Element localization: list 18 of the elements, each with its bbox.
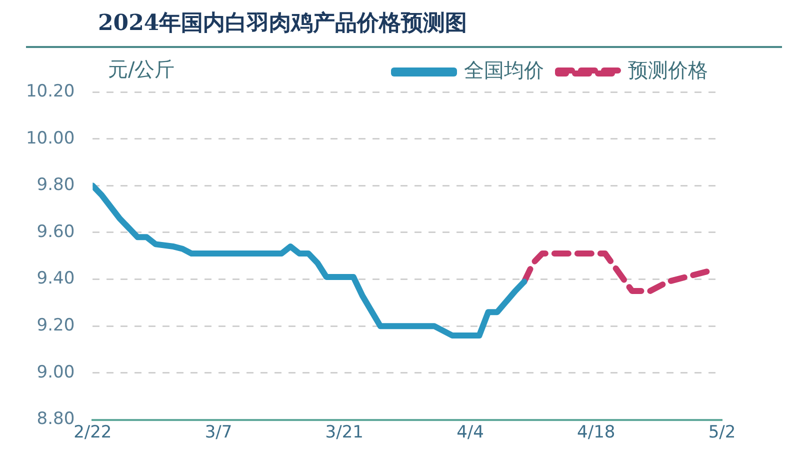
x-tick-label: 2/22 bbox=[74, 422, 112, 442]
y-tick-label: 10.20 bbox=[26, 81, 75, 102]
x-tick-label: 5/2 bbox=[708, 422, 736, 442]
y-axis-title: 元/公斤 bbox=[108, 56, 175, 83]
x-tick-label: 4/18 bbox=[577, 422, 616, 442]
chart-title: 2024年国内白羽肉鸡产品价格预测图 bbox=[97, 9, 468, 38]
y-tick-label: 8.80 bbox=[36, 409, 75, 430]
y-tick-label: 9.00 bbox=[36, 362, 75, 382]
y-tick-label: 9.80 bbox=[36, 175, 75, 196]
x-tick-label: 4/4 bbox=[456, 422, 484, 442]
y-tick-label: 9.60 bbox=[36, 222, 75, 242]
y-tick-label: 9.40 bbox=[36, 268, 75, 289]
legend-label: 全国均价 bbox=[464, 58, 544, 82]
y-tick-label: 10.00 bbox=[26, 128, 75, 148]
legend-label: 预测价格 bbox=[628, 58, 708, 82]
y-tick-label: 9.20 bbox=[36, 316, 75, 336]
x-tick-label: 3/21 bbox=[325, 422, 364, 442]
x-tick-label: 3/7 bbox=[204, 422, 232, 442]
